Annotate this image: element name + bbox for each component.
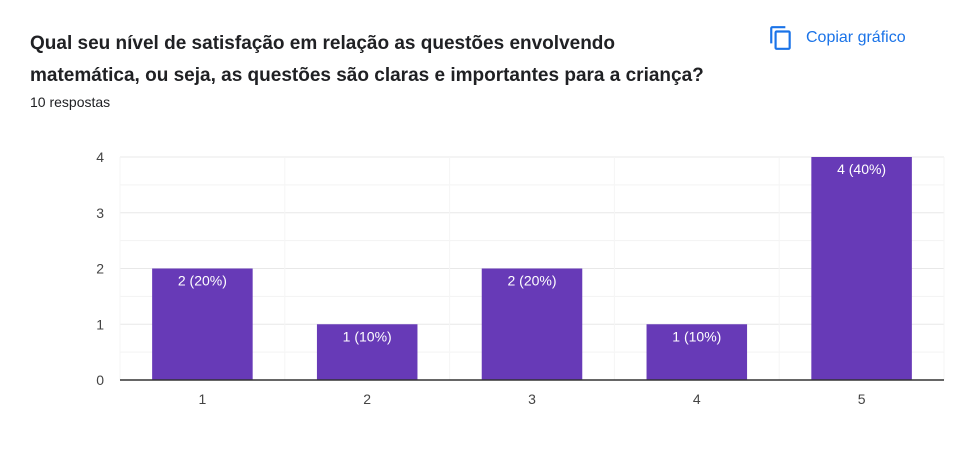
bar-data-label: 1 (10%) — [672, 328, 721, 344]
x-tick-label: 2 — [363, 391, 371, 407]
x-tick-label: 5 — [858, 391, 866, 407]
y-tick-label: 3 — [96, 205, 104, 221]
bar-data-label: 1 (10%) — [343, 328, 392, 344]
copy-chart-label: Copiar gráfico — [806, 29, 906, 46]
bar — [646, 324, 748, 380]
y-tick-label: 0 — [96, 372, 104, 388]
y-tick-label: 4 — [96, 149, 104, 165]
y-tick-label: 2 — [96, 261, 104, 277]
bar — [481, 268, 583, 380]
bar — [152, 268, 253, 380]
response-count: 10 respostas — [30, 94, 111, 110]
bar-data-label: 4 (40%) — [837, 161, 886, 177]
copy-chart-button[interactable]: Copiar gráfico — [760, 20, 914, 56]
x-tick-label: 3 — [528, 391, 536, 407]
y-tick-label: 1 — [96, 316, 104, 332]
bar-data-label: 2 (20%) — [178, 273, 227, 289]
bar — [811, 157, 912, 380]
bar — [316, 324, 418, 380]
question-title: Qual seu nível de satisfação em relação … — [30, 33, 704, 86]
x-tick-label: 4 — [693, 391, 701, 407]
bar-data-label: 2 (20%) — [507, 273, 556, 289]
copy-icon — [770, 26, 791, 50]
x-tick-label: 1 — [199, 391, 207, 407]
